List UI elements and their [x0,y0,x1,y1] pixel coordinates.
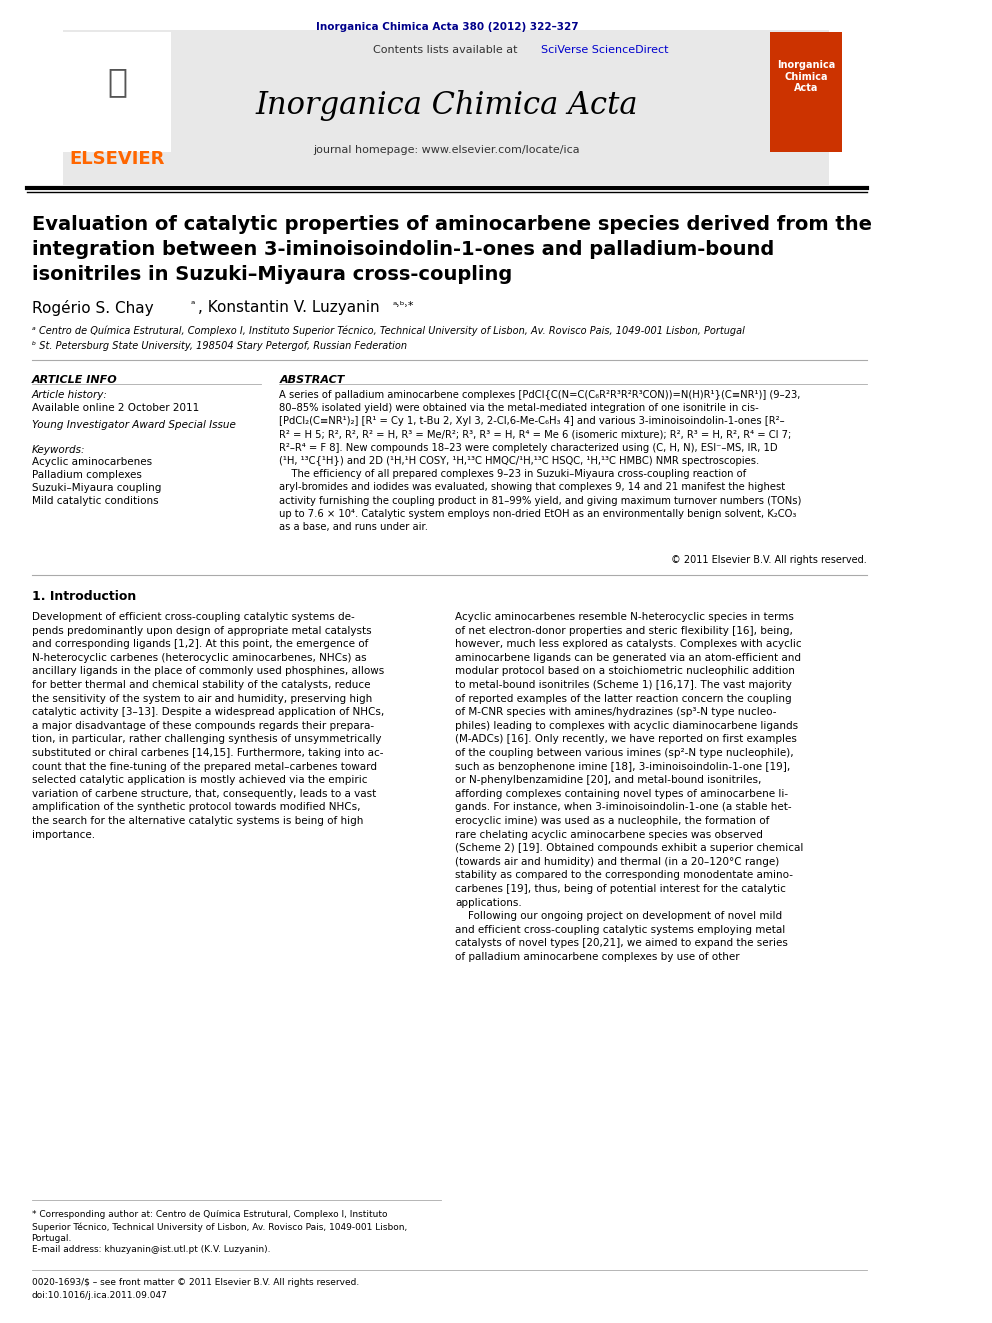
Text: ᵃ˒ᵇ˒*: ᵃ˒ᵇ˒* [393,300,415,310]
Text: , Konstantin V. Luzyanin: , Konstantin V. Luzyanin [198,300,380,315]
Text: ELSEVIER: ELSEVIER [69,149,165,168]
Text: doi:10.1016/j.ica.2011.09.047: doi:10.1016/j.ica.2011.09.047 [32,1291,168,1301]
Text: Mild catalytic conditions: Mild catalytic conditions [32,496,158,505]
Text: Available online 2 October 2011: Available online 2 October 2011 [32,404,198,413]
Text: Suzuki–Miyaura coupling: Suzuki–Miyaura coupling [32,483,161,493]
Text: 🌳: 🌳 [107,65,127,98]
Text: © 2011 Elsevier B.V. All rights reserved.: © 2011 Elsevier B.V. All rights reserved… [671,556,867,565]
Text: Inorganica Chimica Acta 380 (2012) 322–327: Inorganica Chimica Acta 380 (2012) 322–3… [315,22,578,32]
Text: ᵃ: ᵃ [191,300,195,310]
FancyBboxPatch shape [63,30,828,185]
FancyBboxPatch shape [770,32,842,152]
Text: Keywords:: Keywords: [32,445,85,455]
Text: E-mail address: khuzyanin@ist.utl.pt (K.V. Luzyanin).: E-mail address: khuzyanin@ist.utl.pt (K.… [32,1245,270,1254]
Text: A series of palladium aminocarbene complexes [PdCl{C(N=C(C₆R²R³R²R³CON))=N(H)R¹}: A series of palladium aminocarbene compl… [280,390,802,532]
FancyBboxPatch shape [63,32,172,152]
Text: 0020-1693/$ – see front matter © 2011 Elsevier B.V. All rights reserved.: 0020-1693/$ – see front matter © 2011 El… [32,1278,359,1287]
Text: Acyclic aminocarbenes: Acyclic aminocarbenes [32,456,152,467]
Text: 1. Introduction: 1. Introduction [32,590,136,603]
Text: ABSTRACT: ABSTRACT [280,374,344,385]
Text: Development of efficient cross-coupling catalytic systems de-
pends predominantl: Development of efficient cross-coupling … [32,613,384,840]
Text: ᵇ St. Petersburg State University, 198504 Stary Petergof, Russian Federation: ᵇ St. Petersburg State University, 19850… [32,341,407,351]
Text: SciVerse ScienceDirect: SciVerse ScienceDirect [541,45,668,56]
Text: Palladium complexes: Palladium complexes [32,470,142,480]
Text: Evaluation of catalytic properties of aminocarbene species derived from the
inte: Evaluation of catalytic properties of am… [32,216,872,284]
Text: Article history:: Article history: [32,390,107,400]
Text: Inorganica Chimica Acta: Inorganica Chimica Acta [256,90,638,120]
Text: * Corresponding author at: Centro de Química Estrutural, Complexo I, Instituto
S: * Corresponding author at: Centro de Quí… [32,1211,407,1244]
Text: ARTICLE INFO: ARTICLE INFO [32,374,117,385]
Text: Young Investigator Award Special Issue: Young Investigator Award Special Issue [32,419,235,430]
Text: ᵃ Centro de Química Estrutural, Complexo I, Instituto Superior Técnico, Technica: ᵃ Centro de Química Estrutural, Complexo… [32,325,744,336]
Text: Rogério S. Chay: Rogério S. Chay [32,300,153,316]
Text: journal homepage: www.elsevier.com/locate/ica: journal homepage: www.elsevier.com/locat… [313,146,580,155]
Text: Acyclic aminocarbenes resemble N-heterocyclic species in terms
of net electron-d: Acyclic aminocarbenes resemble N-heteroc… [455,613,804,962]
Text: Contents lists available at: Contents lists available at [373,45,521,56]
Text: Inorganica
Chimica
Acta: Inorganica Chimica Acta [777,60,835,93]
